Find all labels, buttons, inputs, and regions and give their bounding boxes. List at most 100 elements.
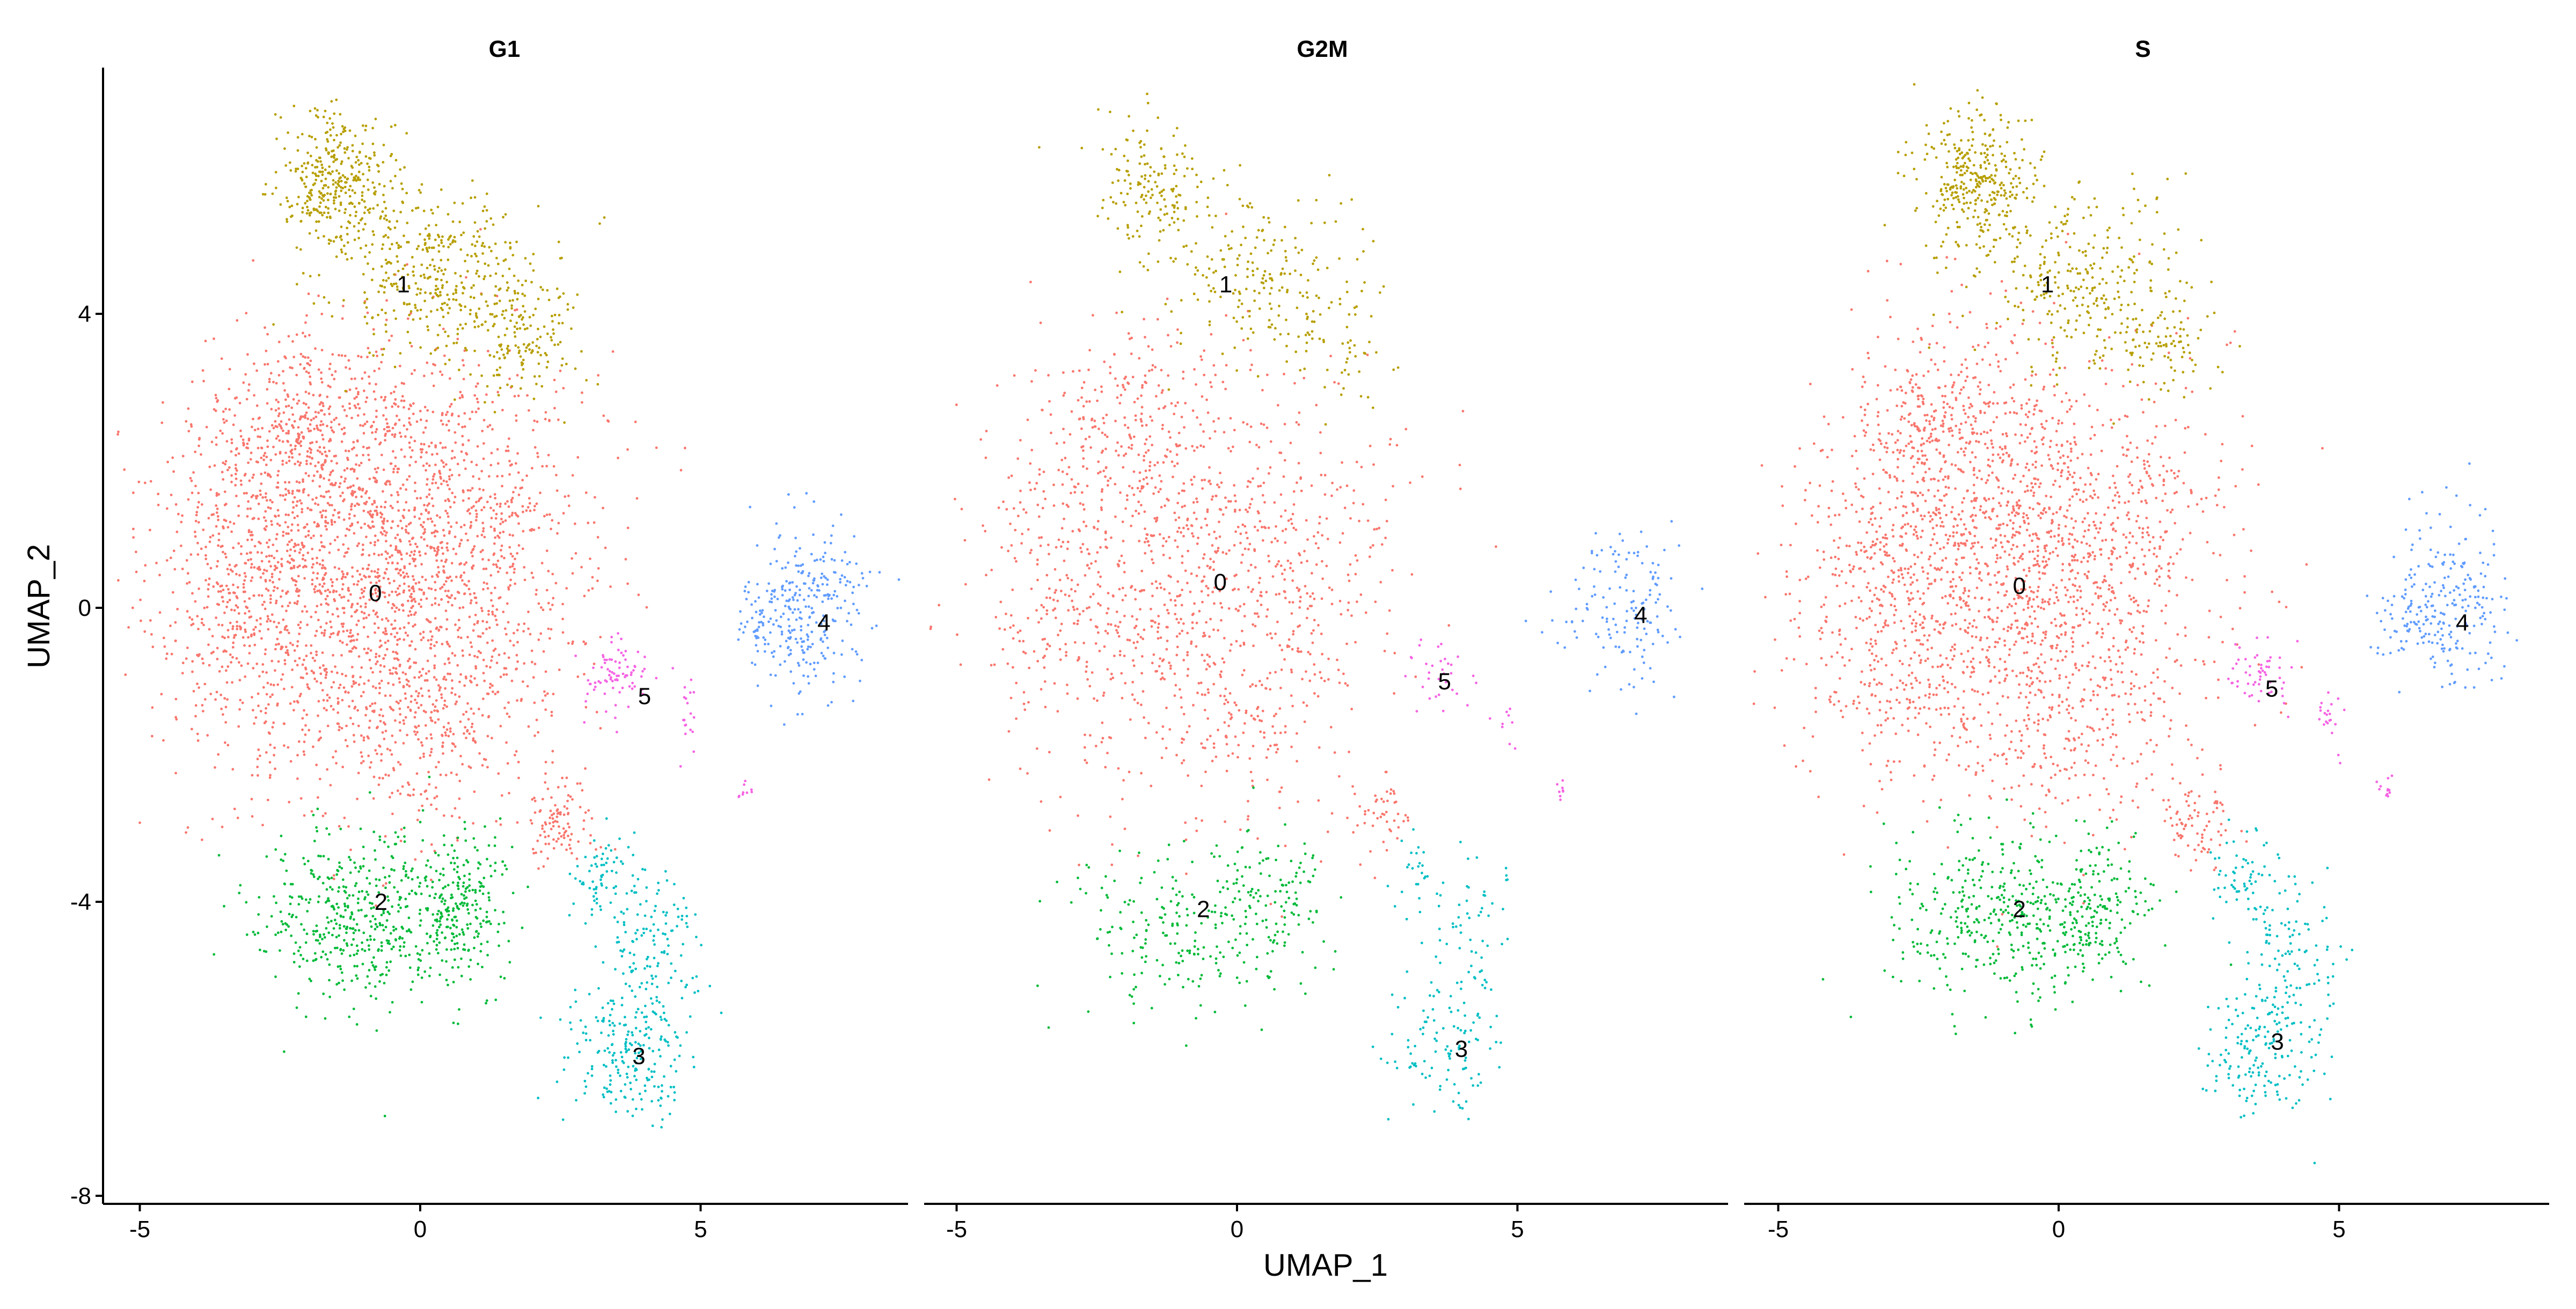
point-cluster-0 [499, 531, 502, 534]
point-cluster-0 [298, 657, 301, 660]
point-cluster-0 [322, 495, 325, 498]
point-cluster-1 [426, 277, 429, 280]
point-cluster-1 [541, 288, 544, 291]
point-cluster-0 [268, 761, 272, 764]
point-cluster-2 [213, 953, 216, 956]
point-cluster-1 [406, 222, 409, 224]
point-cluster-0 [599, 727, 602, 730]
point-cluster-0 [351, 700, 354, 703]
point-cluster-0 [454, 702, 457, 705]
point-cluster-3 [635, 1062, 638, 1064]
point-cluster-0 [537, 638, 540, 641]
point-cluster-0 [227, 573, 230, 576]
point-cluster-1 [526, 327, 529, 330]
point-cluster-2 [393, 886, 396, 889]
point-cluster-1 [480, 244, 484, 247]
point-cluster-0 [502, 673, 506, 676]
point-cluster-1 [348, 129, 352, 132]
point-cluster-1 [419, 292, 422, 295]
point-cluster-2 [397, 910, 400, 913]
point-cluster-0 [317, 411, 320, 414]
point-cluster-1 [409, 310, 413, 313]
point-cluster-0 [444, 678, 448, 681]
point-cluster-0 [364, 714, 367, 717]
point-cluster-2 [352, 931, 355, 935]
point-cluster-2 [339, 827, 342, 830]
point-cluster-0 [194, 531, 196, 533]
point-cluster-3 [599, 908, 602, 911]
point-cluster-0 [269, 507, 272, 510]
point-cluster-2 [253, 933, 257, 936]
point-cluster-1 [286, 200, 289, 203]
point-cluster-2 [439, 917, 442, 920]
point-cluster-0 [362, 590, 365, 593]
point-cluster-0 [362, 424, 364, 427]
point-cluster-0 [258, 541, 260, 543]
point-cluster-0 [181, 514, 184, 517]
point-cluster-0 [247, 389, 250, 392]
point-cluster-1 [552, 332, 555, 335]
point-cluster-0 [316, 523, 319, 526]
point-cluster-0 [367, 679, 370, 682]
point-cluster-0 [504, 502, 507, 505]
point-cluster-3 [628, 966, 632, 969]
point-cluster-1 [393, 273, 396, 276]
point-cluster-0 [433, 644, 436, 648]
point-cluster-1 [384, 214, 387, 217]
point-cluster-0 [486, 501, 489, 503]
point-cluster-0 [257, 517, 260, 520]
point-cluster-0 [308, 364, 311, 366]
point-cluster-2 [328, 963, 331, 966]
point-cluster-0 [296, 489, 299, 492]
point-cluster-1 [294, 170, 297, 173]
point-cluster-0 [554, 804, 557, 807]
point-cluster-0 [401, 483, 405, 487]
point-cluster-2 [327, 897, 330, 900]
point-cluster-2 [439, 923, 442, 926]
point-cluster-0 [325, 673, 328, 676]
point-cluster-1 [384, 312, 387, 314]
point-cluster-0 [296, 440, 299, 444]
point-cluster-0 [398, 418, 401, 422]
point-cluster-2 [375, 965, 377, 968]
point-cluster-0 [428, 783, 431, 786]
point-cluster-1 [304, 185, 307, 188]
point-cluster-0 [408, 540, 411, 543]
point-cluster-2 [411, 889, 413, 892]
point-cluster-0 [561, 602, 564, 606]
point-cluster-0 [467, 580, 470, 583]
point-cluster-2 [397, 835, 400, 839]
point-cluster-0 [426, 361, 429, 364]
point-cluster-0 [522, 680, 524, 683]
point-cluster-0 [504, 519, 507, 522]
point-cluster-0 [441, 373, 444, 376]
point-cluster-2 [453, 958, 456, 961]
point-cluster-0 [384, 501, 387, 504]
point-cluster-0 [506, 445, 509, 448]
point-cluster-0 [544, 417, 547, 421]
point-cluster-0 [267, 546, 270, 549]
point-cluster-0 [259, 754, 261, 758]
point-cluster-1 [455, 291, 458, 294]
point-cluster-0 [272, 589, 275, 592]
point-cluster-2 [398, 898, 401, 901]
point-cluster-0 [282, 411, 286, 414]
point-cluster-0 [418, 602, 421, 606]
point-cluster-0 [346, 457, 349, 460]
point-cluster-0 [441, 411, 444, 415]
point-cluster-0 [222, 478, 225, 481]
point-cluster-2 [239, 884, 242, 887]
point-cluster-0 [513, 571, 516, 574]
point-cluster-0 [444, 731, 447, 734]
point-cluster-3 [655, 996, 658, 999]
point-cluster-0 [273, 754, 275, 757]
point-cluster-2 [355, 923, 358, 926]
point-cluster-2 [384, 876, 386, 879]
point-cluster-0 [584, 642, 587, 645]
point-cluster-2 [452, 907, 455, 910]
point-cluster-0 [305, 459, 308, 462]
point-cluster-1 [424, 291, 427, 294]
point-cluster-0 [350, 508, 353, 511]
point-cluster-0 [319, 476, 322, 479]
point-cluster-0 [402, 571, 405, 574]
